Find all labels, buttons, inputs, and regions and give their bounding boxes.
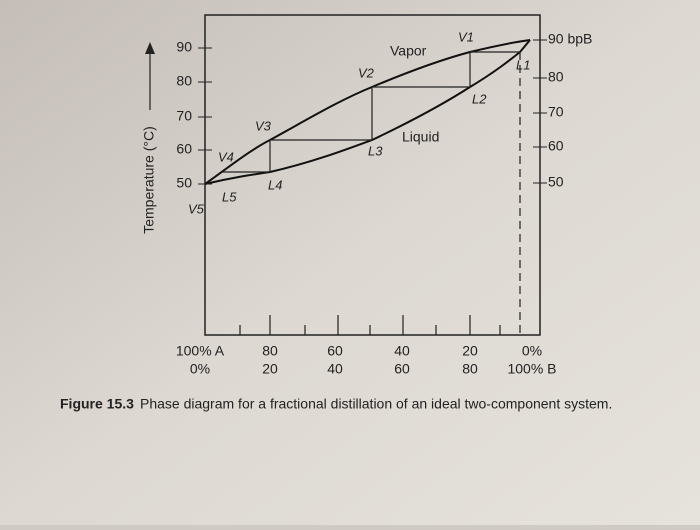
vapor-point-label: V2 xyxy=(358,65,375,80)
region-label: Vapor xyxy=(390,43,427,59)
region-label: Liquid xyxy=(402,129,439,145)
right-tick-label: 80 xyxy=(548,69,564,85)
right-tick-label: 70 xyxy=(548,104,564,120)
bottom-label: 0% xyxy=(190,361,210,377)
bottom-label: 100% B xyxy=(507,361,556,377)
bottom-label: 60 xyxy=(394,361,410,377)
right-tick-label: 50 xyxy=(548,174,564,190)
right-tick-label: 90 bpB xyxy=(548,31,592,47)
bottom-label: 40 xyxy=(394,343,410,359)
vapor-point-label: V5 xyxy=(188,201,205,216)
bottom-ticks xyxy=(239,315,501,335)
left-tick-label: 70 xyxy=(176,108,192,124)
left-tick-label: 80 xyxy=(176,73,192,89)
bottom-label: 0% xyxy=(522,343,542,359)
bottom-label: 20 xyxy=(462,343,478,359)
left-tick-label: 60 xyxy=(176,141,192,157)
right-tick-label: 60 xyxy=(548,138,564,154)
caption-text: Phase diagram for a fractional distillat… xyxy=(140,396,612,412)
liquid-point-label: L4 xyxy=(268,177,282,192)
plot-frame xyxy=(204,14,541,336)
liquid-point-label: L1 xyxy=(516,57,530,72)
distillation-steps xyxy=(222,51,520,173)
bottom-label: 40 xyxy=(327,361,343,377)
left-tick-label: 50 xyxy=(176,175,192,191)
bottom-label: 60 xyxy=(327,343,343,359)
left-axis-title: Temperature (°C) xyxy=(141,126,157,234)
arrow-head xyxy=(145,42,155,54)
left-tick-label: 90 xyxy=(176,39,192,55)
liquid-point-label: L2 xyxy=(472,91,487,106)
bottom-label: 100% A xyxy=(176,343,225,359)
bottom-label: 80 xyxy=(462,361,478,377)
vapor-point-label: V4 xyxy=(218,149,234,164)
bottom-label: 20 xyxy=(262,361,278,377)
bottom-label: 80 xyxy=(262,343,278,359)
vapor-point-label: V1 xyxy=(458,29,474,44)
caption-label: Figure 15.3 xyxy=(60,396,134,412)
liquid-point-label: L3 xyxy=(368,143,383,158)
vapor-point-label: V3 xyxy=(255,118,272,133)
liquid-point-label: L5 xyxy=(222,189,237,204)
